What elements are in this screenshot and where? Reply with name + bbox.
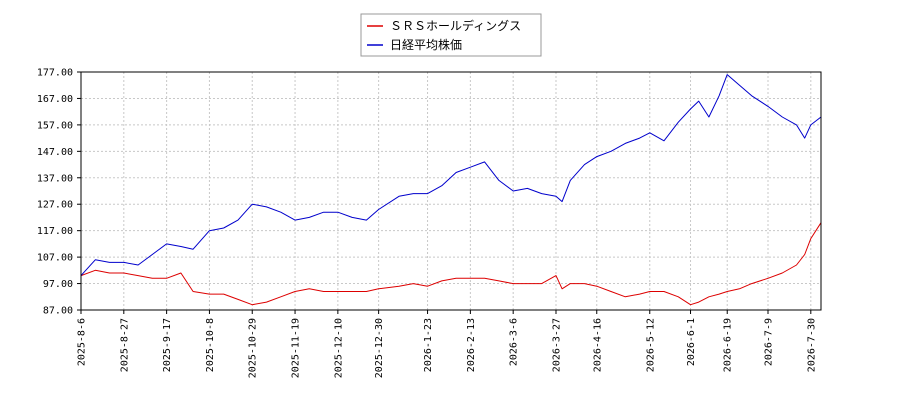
- y-tick-label: 87.00: [43, 306, 73, 317]
- series-line-nikkei: [80, 74, 822, 276]
- y-tick-label: 157.00: [37, 120, 73, 131]
- legend-label-srs: ＳＲＳホールディングス: [390, 18, 521, 33]
- legend: ＳＲＳホールディングス 日経平均株価: [360, 13, 542, 57]
- series-line-srs: [80, 222, 822, 306]
- y-tick-label: 147.00: [37, 147, 73, 158]
- plot-frame: [80, 71, 822, 311]
- x-tick-label: 2026-3-27: [551, 318, 562, 372]
- x-tick-label: 2025-11-19: [291, 318, 302, 378]
- x-tick-label: 2025-9-17: [162, 318, 173, 372]
- y-axis: 87.00 97.00 107.00 117.00 127.00 137.00 147.00…: [37, 68, 81, 317]
- series-layer: [80, 74, 822, 306]
- x-tick-label: 2026-5-12: [645, 318, 656, 372]
- x-tick-label: 2025-8-27: [119, 318, 130, 372]
- y-tick-label: 97.00: [43, 279, 73, 290]
- x-axis: 2025-8-6 2025-8-27 2025-9-17 2025-10-8 2025-…: [77, 310, 817, 378]
- x-tick-label: 2026-7-9: [763, 318, 774, 366]
- y-tick-label: 117.00: [37, 226, 73, 237]
- x-tick-label: 2025-12-30: [374, 318, 385, 378]
- grid: [80, 71, 821, 311]
- y-tick-label: 137.00: [37, 173, 73, 184]
- x-tick-label: 2026-7-30: [806, 318, 817, 372]
- x-tick-label: 2025-12-10: [333, 318, 344, 378]
- y-tick-label: 107.00: [37, 253, 73, 264]
- x-tick-label: 2025-10-8: [205, 318, 216, 372]
- legend-box: [360, 13, 542, 57]
- x-tick-label: 2025-10-29: [248, 318, 259, 378]
- y-tick-label: 167.00: [37, 94, 73, 105]
- y-tick-label: 177.00: [37, 68, 73, 79]
- x-tick-label: 2026-3-6: [509, 318, 520, 366]
- y-tick-label: 127.00: [37, 200, 73, 211]
- x-tick-label: 2026-1-23: [423, 318, 434, 372]
- x-tick-label: 2025-8-6: [77, 318, 88, 366]
- x-tick-label: 2026-6-1: [686, 318, 697, 366]
- x-tick-label: 2026-4-16: [592, 318, 603, 372]
- x-tick-label: 2026-6-19: [723, 318, 734, 372]
- x-tick-label: 2026-2-13: [466, 318, 477, 372]
- legend-label-nikkei: 日経平均株価: [390, 37, 462, 52]
